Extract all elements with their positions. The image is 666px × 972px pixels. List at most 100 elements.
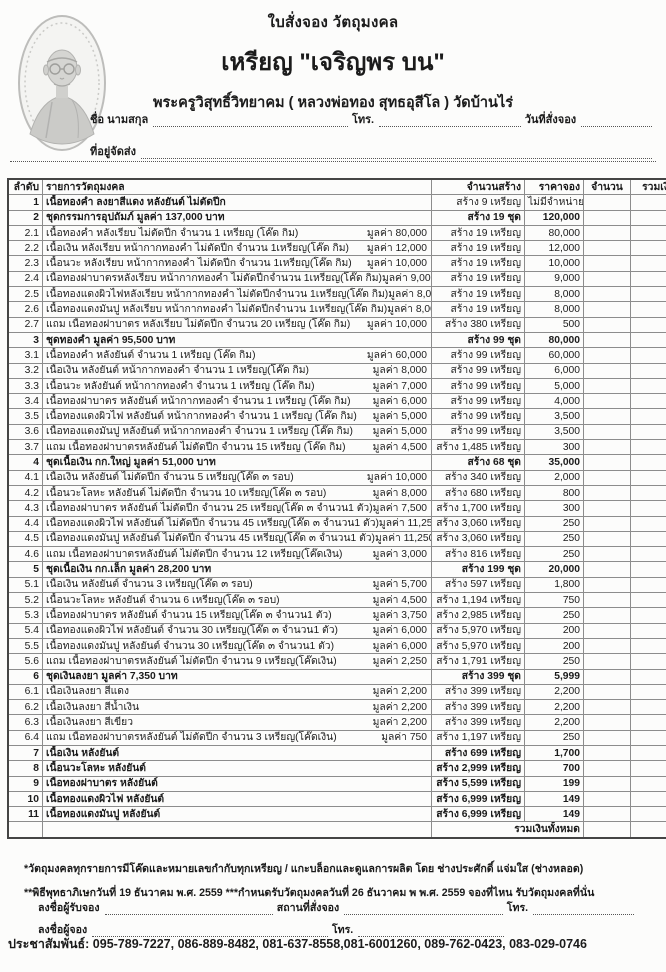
reserve-price: 199 [524, 775, 584, 792]
quantity-cell [583, 423, 631, 441]
row-number: 6.3 [7, 714, 43, 731]
row-total-cell [630, 362, 666, 379]
reserve-price: 149 [524, 806, 584, 823]
reserve-price: 80,000 [524, 224, 584, 242]
quantity-cell [583, 286, 631, 303]
quantity-cell [583, 637, 631, 655]
item-value: มูลค่า 8,000 [388, 288, 432, 300]
table-row: 5.4 เนื้อทองแดงผิวไฟ หลังยันต์ จำนวน 30 เ… [7, 622, 666, 639]
reserve-price: 120,000 [524, 209, 584, 226]
row-number: 9 [7, 775, 43, 792]
item-cell: เนื้อทองคำ ลงยาสีแดง หลังยันต์ ไม่ตัดปีก [42, 194, 432, 211]
row-number: 3.7 [7, 439, 43, 456]
quantity-cell [583, 484, 631, 502]
row-total-cell [630, 806, 666, 823]
row-number: 5 [7, 561, 43, 578]
item-cell: เนื้อทองแดงมันปู หลังยันต์ [42, 806, 432, 823]
quantity-cell [583, 209, 631, 226]
row-total-cell [630, 423, 666, 441]
table-row: 6.4 แถม เนื้อทองฝาบาตรหลังยันต์ ไม่ตัดปีก… [7, 729, 666, 746]
quantity-cell [583, 255, 631, 272]
item-cell: เนื้อเงิน หลังยันต์ [42, 744, 432, 762]
row-number: 5.1 [7, 576, 43, 594]
item-value: มูลค่า 3,000 [372, 548, 427, 560]
row-total-cell [630, 240, 666, 257]
quantity-cell [583, 454, 631, 471]
row-total-cell [630, 530, 666, 548]
reserve-price: 9,000 [524, 270, 584, 288]
item-cell: เนื้อทองฝาบาตร หลังยันต์ [42, 775, 432, 792]
item-value: มูลค่า 60,000 [366, 349, 427, 361]
reserve-price: 3,500 [524, 408, 584, 425]
made-count: สร้าง 6,999 เหรียญ [431, 790, 525, 808]
reserve-price: 1,700 [524, 744, 584, 762]
quantity-cell [583, 699, 631, 716]
table-row: 5.3 เนื้อทองฝาบาตร หลังยันต์ จำนวน 15 เหร… [7, 607, 666, 624]
table-row: 3.7 แถม เนื้อทองฝาบาตรหลังยันต์ ไม่ตัดปีก… [7, 439, 666, 456]
table-header-row: ลำดับ รายการวัตถุมงคล จำนวนสร้าง ราคาจอง… [7, 178, 666, 196]
made-count: สร้าง 340 เหรียญ [431, 469, 525, 486]
reserve-price: 500 [524, 316, 584, 333]
row-number: 8 [7, 760, 43, 777]
made-count: สร้าง 1,197 เหรียญ [431, 729, 525, 746]
table-row: 6.2 เนื้อเงินลงยา สีน้ำเงิน มูลค่า 2,200 สร… [7, 699, 666, 716]
table-row: 7 เนื้อเงิน หลังยันต์ สร้าง 699 เหรียญ 1,70… [7, 744, 666, 762]
quantity-cell [583, 607, 631, 624]
item-cell: เนื้อทองแดงมันปู หลังยันต์ หน้ากากทองคำ … [42, 423, 432, 441]
row-number: 6.4 [7, 729, 43, 746]
item-value: มูลค่า 2,200 [372, 686, 427, 698]
made-count: สร้าง 3,060 เหรียญ [431, 530, 525, 548]
item-description: ชุดกรรมการอุปถัมภ์ มูลค่า 137,000 บาท [46, 212, 225, 224]
row-total-cell [630, 683, 666, 701]
made-count: สร้าง 399 ชุด [431, 668, 525, 685]
made-count: สร้าง 399 เหรียญ [431, 683, 525, 701]
row-number: 1 [7, 194, 43, 211]
row-total-cell [630, 668, 666, 685]
col-item: รายการวัตถุมงคล [42, 178, 432, 196]
item-description: เนื้อทองคำ หลังเรียบ ไม่ตัดปีก จำนวน 1 เ… [46, 227, 299, 239]
item-cell: เนื้อเงินลงยา สีเขียว มูลค่า 2,200 [42, 714, 432, 731]
row-total-cell [630, 714, 666, 731]
orderer-sign-field [92, 924, 328, 937]
row-total-cell [630, 622, 666, 639]
table-row: 2.2 เนื้อเงิน หลังเรียบ หน้ากากทองคำ ไม่ต… [7, 240, 666, 257]
row-number: 6.1 [7, 683, 43, 701]
item-cell: แถม เนื้อทองฝาบาตรหลังยันต์ ไม่ตัดปีก จำ… [42, 546, 432, 563]
table-row: 2 ชุดกรรมการอุปถัมภ์ มูลค่า 137,000 บาท สร… [7, 209, 666, 226]
item-cell: เนื้อนวะ หลังยันต์ หน้ากากทองคำ จำนวน 1 … [42, 377, 432, 395]
item-description: เนื้อนวะโลหะ หลังยันต์ [46, 762, 146, 774]
quantity-cell [583, 301, 631, 318]
phone-label: โทร. [351, 114, 375, 126]
row-total-cell [630, 760, 666, 777]
table-row: 6 ชุดเงินลงยา มูลค่า 7,350 บาท สร้าง 399 ช… [7, 668, 666, 685]
row-total-cell [630, 515, 666, 532]
quantity-cell [583, 469, 631, 486]
row-total-cell [630, 699, 666, 716]
reserve-price: 3,500 [524, 423, 584, 441]
item-description: แถม เนื้อทองฝาบาตรหลังยันต์ ไม่ตัดปีก จำ… [46, 441, 346, 453]
made-count: สร้าง 1,791 เหรียญ [431, 653, 525, 670]
row-total-cell [630, 194, 666, 211]
item-value: มูลค่า 10,000 [366, 472, 427, 484]
quantity-cell [583, 546, 631, 563]
quantity-cell [583, 500, 631, 517]
reserve-price: 250 [524, 546, 584, 563]
reserve-price: 20,000 [524, 561, 584, 578]
table-row: 4.5 เนื้อทองแดงมันปู หลังยันต์ ไม่ตัดปีก … [7, 530, 666, 548]
item-description: เนื้อทองคำ หลังยันต์ จำนวน 1 เหรียญ (โค๊… [46, 349, 256, 361]
row-total-cell [630, 301, 666, 318]
made-count: สร้าง 19 เหรียญ [431, 240, 525, 257]
item-value: มูลค่า 6,000 [372, 395, 427, 407]
item-cell: ชุดทองคำ มูลค่า 95,500 บาท [42, 331, 432, 349]
item-cell: เนื้อทองแดงมันปู หลังยันต์ จำนวน 30 เหรี… [42, 637, 432, 655]
item-description: ชุดทองคำ มูลค่า 95,500 บาท [46, 334, 176, 346]
reserve-price: 12,000 [524, 240, 584, 257]
quantity-cell [583, 576, 631, 594]
item-value: มูลค่า 11,250 [374, 533, 432, 545]
row-number: 10 [7, 790, 43, 808]
made-count: สร้าง 99 เหรียญ [431, 377, 525, 395]
row-number: 4.1 [7, 469, 43, 486]
item-cell: เนื้อทองฝาบาตร หลังยันต์ ไม่ตัดปีก จำนวน… [42, 500, 432, 517]
row-total-cell [630, 775, 666, 792]
item-description: เนื้อทองแดงผิวไฟ หลังยันต์ [46, 793, 165, 805]
